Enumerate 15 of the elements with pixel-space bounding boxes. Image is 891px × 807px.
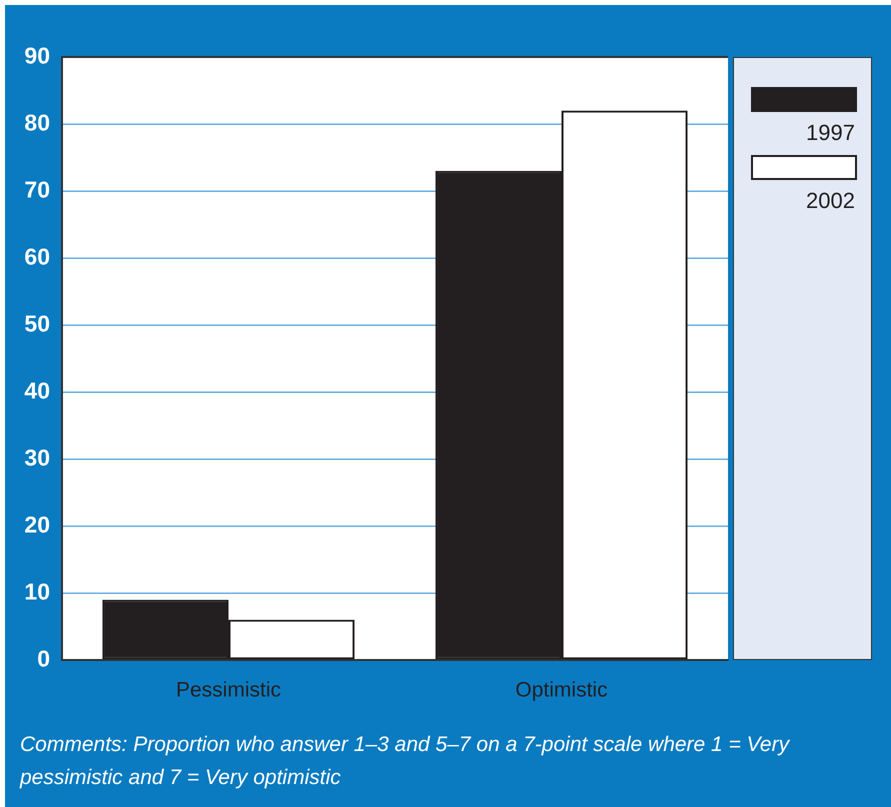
y-tick-label: 60 — [24, 243, 50, 270]
y-tick-label: 10 — [24, 578, 50, 604]
y-tick-label: 0 — [37, 645, 50, 672]
y-tick-label: 30 — [24, 444, 50, 470]
legend-label: 2002 — [806, 188, 855, 213]
y-tick-label: 50 — [24, 310, 50, 336]
y-tick-label: 20 — [24, 511, 50, 538]
y-tick-label: 90 — [24, 42, 50, 68]
legend-label: 1997 — [806, 120, 855, 145]
x-tick-label: Pessimistic — [176, 678, 282, 702]
y-tick-label: 80 — [24, 109, 50, 136]
x-tick-label: Optimistic — [515, 678, 608, 702]
y-tick-label: 70 — [24, 176, 50, 202]
y-tick-label: 40 — [24, 377, 50, 404]
text: Comments: Proportion who answer 1–3 and 5–7 on a 7-point scale where 1 = Very pessimistic and 7 = Very optimistic — [20, 732, 791, 791]
